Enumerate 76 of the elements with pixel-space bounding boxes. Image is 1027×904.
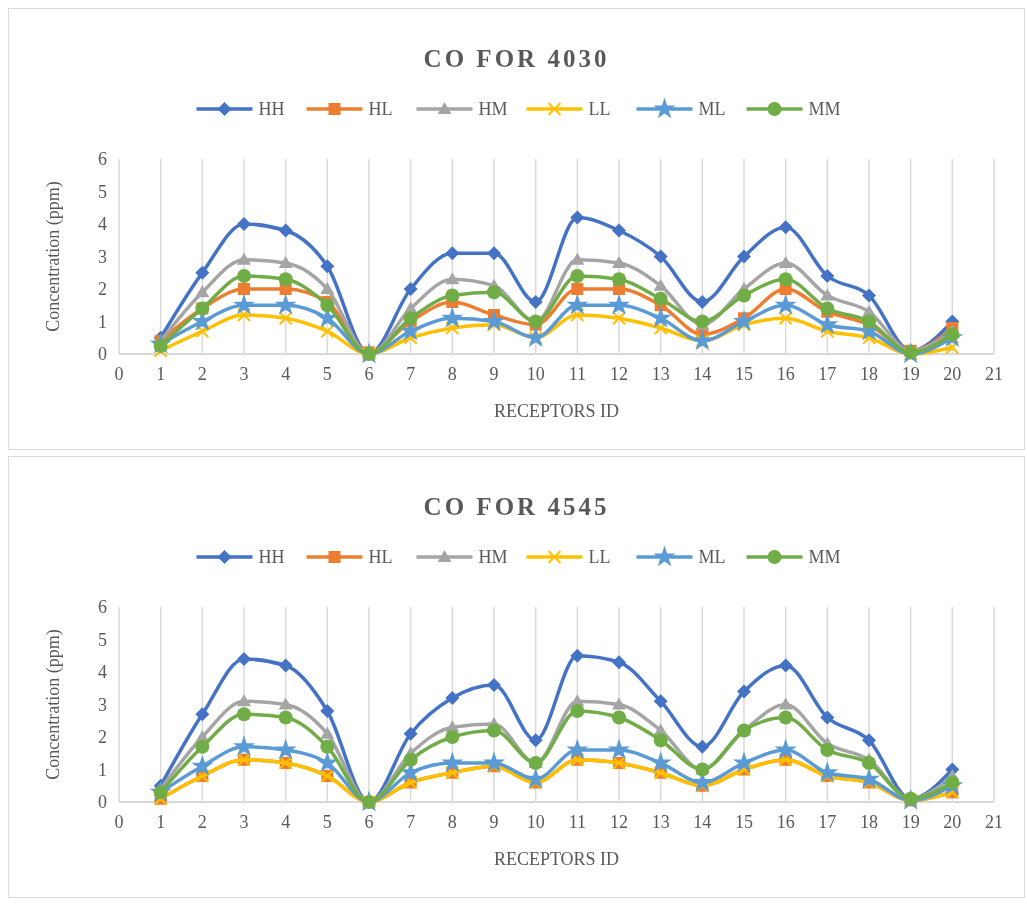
x-tick-label: 17 [818, 364, 837, 384]
x-tick-label: 19 [901, 812, 920, 832]
legend-label: HM [478, 547, 508, 567]
x-tick-label: 3 [239, 364, 249, 384]
x-axis-title: RECEPTORS ID [493, 401, 620, 421]
y-axis-title: Concentration (ppm) [43, 181, 64, 332]
legend-label: ML [698, 99, 726, 119]
x-tick-label: 3 [239, 812, 249, 832]
x-tick-label: 1 [156, 364, 166, 384]
legend-label: HH [258, 547, 285, 567]
x-tick-label: 0 [114, 364, 124, 384]
x-tick-label: 8 [447, 364, 457, 384]
x-tick-label: 15 [735, 364, 753, 384]
y-tick-label: 0 [98, 792, 107, 812]
x-tick-label: 2 [197, 364, 207, 384]
y-tick-label: 3 [98, 694, 107, 715]
x-tick-label: 12 [610, 812, 628, 832]
x-tick-label: 6 [364, 812, 374, 832]
x-tick-label: 21 [985, 812, 1003, 832]
legend-label: HL [368, 99, 393, 119]
y-tick-label: 1 [98, 759, 107, 780]
x-tick-label: 9 [489, 364, 499, 384]
x-tick-label: 15 [735, 812, 753, 832]
y-tick-label: 2 [98, 727, 107, 747]
y-tick-label: 2 [98, 279, 107, 299]
x-tick-label: 10 [526, 812, 545, 832]
legend-label: MM [808, 547, 841, 567]
legend-label: HM [478, 99, 508, 119]
legend-label: HH [258, 99, 285, 119]
x-tick-label: 4 [281, 364, 291, 384]
y-tick-label: 5 [98, 629, 107, 650]
y-tick-label: 4 [98, 662, 107, 682]
y-tick-label: 5 [98, 181, 107, 202]
legend-label: HL [368, 547, 393, 567]
x-tick-label: 21 [985, 364, 1003, 384]
legend-label: LL [588, 99, 611, 119]
x-tick-label: 17 [818, 812, 837, 832]
x-tick-label: 20 [943, 364, 962, 384]
x-tick-label: 18 [860, 812, 878, 832]
x-tick-label: 13 [651, 364, 670, 384]
x-tick-label: 14 [693, 812, 712, 832]
x-tick-label: 7 [406, 812, 416, 832]
x-tick-label: 5 [322, 364, 332, 384]
y-tick-label: 1 [98, 311, 107, 332]
x-tick-label: 19 [901, 364, 920, 384]
x-tick-label: 13 [651, 812, 670, 832]
x-tick-label: 1 [156, 812, 166, 832]
x-tick-label: 18 [860, 364, 878, 384]
x-tick-label: 14 [693, 364, 712, 384]
y-tick-label: 4 [98, 214, 107, 234]
x-tick-label: 20 [943, 812, 962, 832]
x-tick-label: 11 [568, 812, 587, 832]
y-tick-label: 6 [98, 597, 107, 617]
chart-title: CO FOR 4030 [423, 45, 610, 72]
x-tick-label: 8 [447, 812, 457, 832]
x-tick-label: 10 [526, 364, 545, 384]
x-tick-label: 0 [114, 812, 124, 832]
legend-label: ML [698, 547, 726, 567]
legend-label: LL [588, 547, 611, 567]
x-tick-label: 16 [776, 364, 795, 384]
y-tick-label: 0 [98, 344, 107, 364]
x-tick-label: 12 [610, 364, 628, 384]
x-tick-label: 2 [197, 812, 207, 832]
x-tick-label: 9 [489, 812, 499, 832]
x-tick-label: 16 [776, 812, 795, 832]
x-tick-label: 6 [364, 364, 374, 384]
y-tick-label: 3 [98, 246, 107, 267]
x-tick-label: 5 [322, 812, 332, 832]
legend-label: MM [808, 99, 841, 119]
chart-title: CO FOR 4545 [423, 493, 610, 520]
x-tick-label: 7 [406, 364, 416, 384]
x-axis-title: RECEPTORS ID [493, 849, 620, 869]
x-tick-label: 11 [568, 364, 587, 384]
x-tick-label: 4 [281, 812, 291, 832]
y-axis-title: Concentration (ppm) [43, 629, 64, 780]
y-tick-label: 6 [98, 149, 107, 169]
